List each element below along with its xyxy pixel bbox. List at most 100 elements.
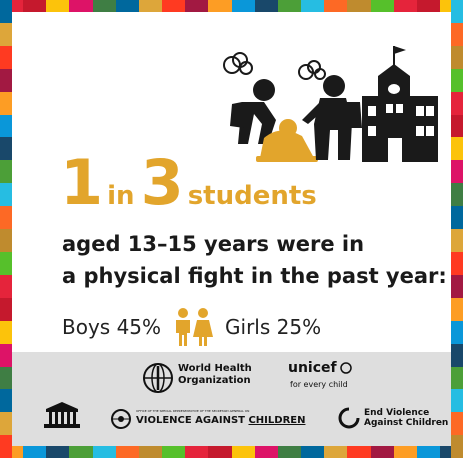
who-emblem-icon <box>143 363 173 393</box>
sdg-border-segment <box>185 0 209 12</box>
sdg-border-segment <box>451 251 463 275</box>
sdg-border-segment <box>451 297 463 321</box>
sdg-border-segment <box>0 45 12 69</box>
boys-stat: Boys 45% <box>62 315 162 339</box>
unicef-tagline: for every child <box>290 380 348 389</box>
sdg-border-segment <box>393 446 417 458</box>
sdg-border-segment <box>0 22 12 46</box>
sdg-border-segment <box>347 0 371 12</box>
girls-stat: Girls 25% <box>225 315 322 339</box>
sdg-border-segment <box>208 0 232 12</box>
who-logo: World Health Organization <box>178 363 252 387</box>
srsg-small-text: OFFICE OF THE SPECIAL REPRESENTATIVE OF … <box>136 409 250 413</box>
sdg-border-segment <box>451 68 463 92</box>
sdg-border-segment <box>0 435 12 458</box>
sdg-border-segment <box>231 0 255 12</box>
sdg-border-segment <box>451 274 463 298</box>
srsg-big-2: CHILDREN <box>248 415 306 426</box>
sdg-border-segment <box>162 446 186 458</box>
sdg-border-segment <box>324 0 348 12</box>
sdg-border-segment <box>451 22 463 46</box>
headline: 1 in 3 students <box>60 152 323 222</box>
end-violence-line-1: End Violence <box>364 408 430 418</box>
end-violence-logo: End Violence Against Children <box>364 408 448 428</box>
headline-word-in: in <box>107 181 135 211</box>
sdg-border-segment <box>451 183 463 207</box>
sdg-border-segment <box>0 412 12 436</box>
sdg-border-top <box>0 0 463 12</box>
sdg-border-segment <box>451 412 463 436</box>
sdg-border-segment <box>370 446 394 458</box>
sdg-border-segment <box>231 446 255 458</box>
sdg-border-bottom <box>0 446 463 458</box>
end-violence-line-2: Against Children <box>364 418 449 428</box>
sdg-border-segment <box>451 91 463 115</box>
sdg-border-segment <box>92 0 116 12</box>
sdg-border-segment <box>277 0 302 12</box>
sdg-border-segment <box>0 68 12 92</box>
srsg-logo: VIOLENCE AGAINST CHILDREN <box>136 415 305 426</box>
sdg-border-segment <box>23 0 47 12</box>
unicef-emblem-icon <box>340 362 352 374</box>
sdg-border-segment <box>451 343 463 367</box>
sdg-border-segment <box>254 446 278 458</box>
sdg-border-segment <box>138 446 163 458</box>
sdg-border-segment <box>0 91 12 115</box>
sdg-border-segment <box>0 206 12 230</box>
sdg-border-segment <box>162 0 186 12</box>
sdg-border-segment <box>416 0 440 12</box>
school-building-icon <box>362 46 438 162</box>
sdg-border-segment <box>69 0 93 12</box>
sdg-border-segment <box>451 45 463 69</box>
sdg-border-segment <box>324 446 348 458</box>
sdg-border-segment <box>393 0 417 12</box>
sdg-border-segment <box>0 274 12 298</box>
sdg-border-segment <box>115 446 139 458</box>
end-violence-circle-icon <box>338 407 360 429</box>
sdg-border-segment <box>451 435 463 458</box>
sdg-border-segment <box>0 389 12 413</box>
sdg-border-segment <box>254 0 278 12</box>
sdg-border-segment <box>451 206 463 230</box>
sdg-border-segment <box>0 229 12 252</box>
sdg-border-segment <box>347 446 371 458</box>
srsg-big-1: VIOLENCE AGAINST <box>136 415 245 426</box>
sdg-border-segment <box>0 0 12 23</box>
sdg-border-segment <box>451 114 463 138</box>
sdg-border-segment <box>451 229 463 252</box>
sdg-border-segment <box>0 160 12 184</box>
sdg-border-segment <box>0 297 12 321</box>
headline-word-students: students <box>187 181 317 211</box>
sdg-border-segment <box>416 446 440 458</box>
body-line-1: aged 13–15 years were in <box>62 232 365 256</box>
un-emblem-icon <box>111 409 131 429</box>
sdg-border-segment <box>301 0 325 12</box>
sdg-border-segment <box>69 446 93 458</box>
sdg-border-right <box>451 0 463 458</box>
sdg-border-segment <box>92 446 116 458</box>
sdg-border-segment <box>277 446 302 458</box>
sdg-border-left <box>0 0 12 458</box>
headline-number-3: 3 <box>140 146 184 219</box>
bully-figures-icon <box>223 46 438 162</box>
unicef-logo: unicef <box>288 360 337 376</box>
sdg-border-segment <box>451 160 463 184</box>
sdg-border-segment <box>185 446 209 458</box>
sdg-border-segment <box>451 320 463 344</box>
sdg-border-segment <box>451 137 463 161</box>
sdg-border-segment <box>0 251 12 275</box>
sdg-border-segment <box>0 183 12 207</box>
sdg-border-segment <box>138 0 163 12</box>
sdg-border-segment <box>451 389 463 413</box>
partner-logos-footer: World Health Organization unicef for eve… <box>12 352 451 446</box>
sdg-border-segment <box>0 343 12 367</box>
sdg-border-segment <box>115 0 139 12</box>
sdg-border-segment <box>451 0 463 23</box>
sdg-border-segment <box>451 366 463 390</box>
unesco-temple-icon <box>44 402 80 428</box>
body-line-2: a physical fight in the past year: <box>62 264 447 288</box>
sdg-border-segment <box>23 446 47 458</box>
headline-number-1: 1 <box>60 146 104 219</box>
sdg-border-segment <box>208 446 232 458</box>
